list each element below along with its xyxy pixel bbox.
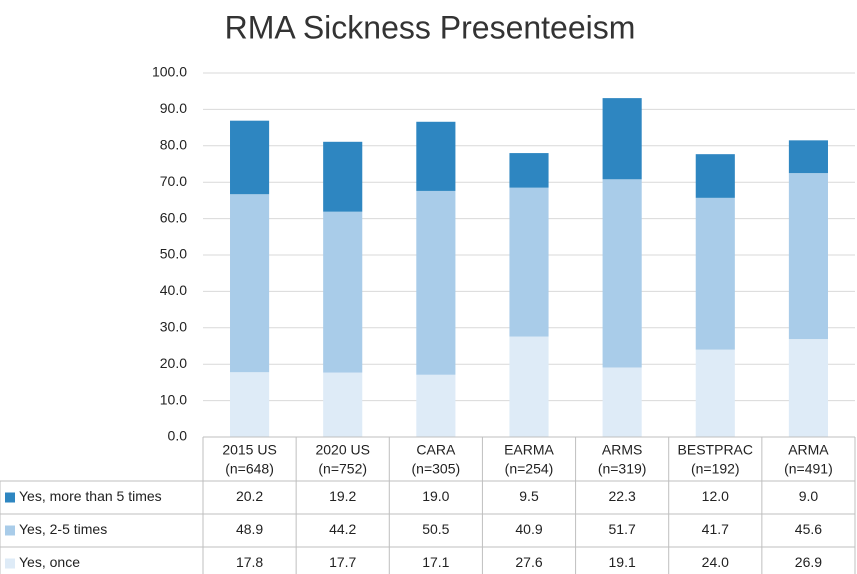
table-value: 9.5 xyxy=(519,488,539,504)
legend-label: Yes, 2-5 times xyxy=(19,521,107,537)
legend-swatch xyxy=(5,492,15,503)
table-value: 27.6 xyxy=(515,554,542,570)
table-value: 20.2 xyxy=(236,488,263,504)
table-value: 17.7 xyxy=(329,554,356,570)
table-value: 9.0 xyxy=(799,488,819,504)
table-value: 22.3 xyxy=(609,488,636,504)
x-tick-label: 2020 US xyxy=(315,442,369,458)
table-value: 40.9 xyxy=(515,521,542,537)
x-tick-sublabel: (n=752) xyxy=(318,461,367,477)
x-tick-sublabel: (n=192) xyxy=(691,461,740,477)
x-tick-sublabel: (n=648) xyxy=(225,461,274,477)
y-tick-label: 10.0 xyxy=(160,391,187,407)
bar-segment xyxy=(602,179,642,368)
table-value: 51.7 xyxy=(609,521,636,537)
y-tick-label: 60.0 xyxy=(160,209,187,225)
bar-segment xyxy=(416,121,456,191)
bar-segment xyxy=(695,197,735,350)
table-value: 12.0 xyxy=(702,488,729,504)
x-tick-sublabel: (n=319) xyxy=(598,461,647,477)
y-tick-label: 50.0 xyxy=(160,246,187,262)
table-value: 19.0 xyxy=(422,488,449,504)
y-tick-label: 100.0 xyxy=(152,64,187,80)
x-tick-sublabel: (n=491) xyxy=(784,461,833,477)
bar-segment xyxy=(509,187,549,337)
bar-segment xyxy=(602,367,642,437)
bar-segment xyxy=(230,372,270,437)
y-tick-label: 90.0 xyxy=(160,100,187,116)
table-value: 48.9 xyxy=(236,521,263,537)
table-value: 45.6 xyxy=(795,521,822,537)
bar-segment xyxy=(230,120,270,195)
bar-segment xyxy=(416,374,456,437)
legend-swatch xyxy=(5,525,15,536)
table-value: 41.7 xyxy=(702,521,729,537)
bar-segment xyxy=(602,98,642,180)
bar-segment xyxy=(323,372,363,437)
table-value: 19.2 xyxy=(329,488,356,504)
legend-label: Yes, more than 5 times xyxy=(19,488,162,504)
bar-segment xyxy=(695,154,735,198)
y-tick-label: 30.0 xyxy=(160,319,187,335)
table-value: 17.8 xyxy=(236,554,263,570)
x-tick-label: CARA xyxy=(416,442,456,458)
x-tick-sublabel: (n=254) xyxy=(505,461,554,477)
y-tick-label: 0.0 xyxy=(168,428,188,444)
x-tick-label: ARMA xyxy=(788,442,829,458)
x-tick-label: 2015 US xyxy=(222,442,276,458)
table-value: 50.5 xyxy=(422,521,449,537)
table-value: 17.1 xyxy=(422,554,449,570)
bar-segment xyxy=(323,141,363,212)
x-tick-sublabel: (n=305) xyxy=(412,461,461,477)
bar-segment xyxy=(416,190,456,375)
bar-segment xyxy=(509,153,549,188)
chart-title: RMA Sickness Presenteeism xyxy=(225,9,636,45)
x-tick-label: BESTPRAC xyxy=(678,442,753,458)
bar-segment xyxy=(230,194,270,373)
bar-segment xyxy=(323,211,363,373)
table-value: 44.2 xyxy=(329,521,356,537)
bar-segment xyxy=(509,336,549,437)
y-tick-label: 70.0 xyxy=(160,173,187,189)
bar-segment xyxy=(788,173,828,340)
y-tick-label: 80.0 xyxy=(160,137,187,153)
y-tick-label: 20.0 xyxy=(160,355,187,371)
bar-segment xyxy=(788,140,828,174)
x-tick-label: EARMA xyxy=(504,442,554,458)
x-tick-label: ARMS xyxy=(602,442,642,458)
legend-swatch xyxy=(5,558,15,569)
y-tick-label: 40.0 xyxy=(160,282,187,298)
table-value: 26.9 xyxy=(795,554,822,570)
table-value: 24.0 xyxy=(702,554,729,570)
legend-label: Yes, once xyxy=(19,554,80,570)
bar-segment xyxy=(695,349,735,437)
table-value: 19.1 xyxy=(609,554,636,570)
bar-segment xyxy=(788,339,828,437)
